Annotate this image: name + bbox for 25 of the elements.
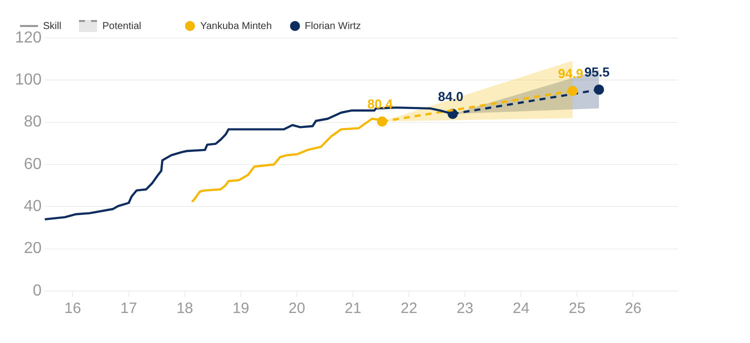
data-label: 94.9 <box>558 66 584 81</box>
y-tick-label: 60 <box>24 156 42 173</box>
legend-label: Yankuba Minteh <box>200 20 272 32</box>
data-label: 95.5 <box>584 64 610 80</box>
y-tick-label: 20 <box>24 240 42 258</box>
y-tick-label: 40 <box>24 198 42 216</box>
x-tick-label: 20 <box>288 300 306 318</box>
x-tick-label: 18 <box>176 300 194 318</box>
data-label: 84.0 <box>438 88 464 104</box>
x-tick-label: 19 <box>232 300 250 318</box>
x-tick-label: 25 <box>568 300 586 318</box>
x-tick-label: 17 <box>120 300 138 318</box>
y-tick-label: 120 <box>14 29 42 46</box>
y-tick-label: 0 <box>32 282 42 300</box>
x-tick-label: 16 <box>64 300 82 318</box>
legend-label: Florian Wirtz <box>304 20 361 32</box>
text: Skill <box>43 20 62 32</box>
x-tick-label: 21 <box>344 300 362 318</box>
x-tick-label: 23 <box>456 300 474 318</box>
y-tick-label: 80 <box>24 114 42 131</box>
x-tick-label: 24 <box>512 300 530 318</box>
y-tick-label: 100 <box>14 72 42 89</box>
x-tick-label: 22 <box>400 300 418 318</box>
text: Potential <box>102 20 142 32</box>
x-tick-label: 26 <box>624 300 642 318</box>
